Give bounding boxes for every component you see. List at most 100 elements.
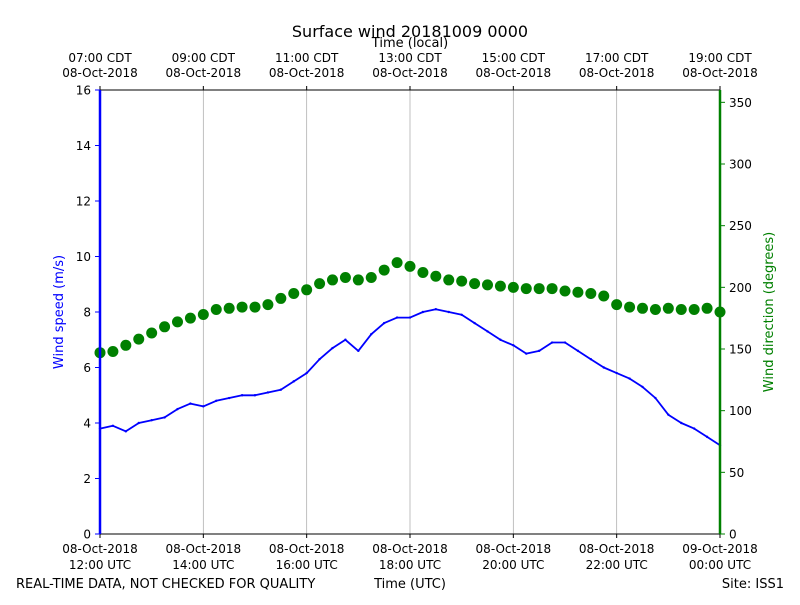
direction-point: [365, 271, 377, 283]
direction-point: [314, 278, 326, 290]
speed-point: [537, 349, 541, 353]
left-tick-label: 6: [83, 361, 91, 375]
speed-point: [421, 310, 425, 314]
x-tick-date: 08-Oct-2018: [476, 542, 552, 556]
direction-point: [585, 288, 597, 299]
direction-point: [469, 278, 481, 290]
x-axis-title: Time (UTC): [373, 577, 446, 592]
speed-point: [692, 427, 696, 430]
right-tick-label: 300: [729, 158, 752, 172]
speed-point: [641, 385, 644, 389]
top-tick-date: 08-Oct-2018: [579, 66, 655, 80]
left-tick-label: 10: [76, 250, 91, 264]
speed-point: [202, 405, 205, 408]
speed-point: [240, 394, 244, 397]
speed-point: [667, 413, 670, 416]
direction-point: [352, 274, 364, 286]
right-tick-label: 0: [729, 528, 737, 542]
direction-point: [572, 286, 584, 298]
speed-point: [589, 357, 593, 361]
x-tick-date: 08-Oct-2018: [269, 542, 345, 556]
direction-point: [172, 316, 183, 328]
speed-point: [563, 341, 567, 344]
right-tick-label: 250: [729, 219, 752, 233]
speed-point: [318, 357, 321, 361]
speed-point: [370, 333, 373, 336]
top-tick-date: 08-Oct-2018: [372, 66, 448, 80]
x-tick-date: 08-Oct-2018: [166, 542, 242, 556]
speed-point: [111, 424, 115, 427]
top-tick-time: 17:00 CDT: [585, 51, 649, 65]
top-tick-time: 13:00 CDT: [378, 51, 442, 65]
right-tick-label: 100: [729, 404, 752, 418]
speed-point: [602, 366, 605, 369]
speed-point: [382, 321, 386, 325]
speed-point: [215, 399, 218, 402]
left-tick-label: 2: [83, 472, 91, 486]
x-tick-date: 08-Oct-2018: [579, 542, 655, 556]
chart-title: Surface wind 20181009 0000: [292, 22, 528, 41]
speed-point: [680, 421, 683, 425]
speed-point: [305, 371, 308, 375]
top-tick-date: 08-Oct-2018: [269, 66, 345, 80]
direction-point: [133, 333, 145, 345]
direction-point: [456, 275, 468, 287]
speed-point: [499, 338, 502, 341]
direction-point: [507, 281, 519, 293]
speed-point: [525, 352, 528, 355]
x-tick-date: 08-Oct-2018: [372, 542, 448, 556]
direction-point: [611, 299, 623, 311]
top-tick-time: 15:00 CDT: [482, 51, 546, 65]
direction-point: [520, 283, 532, 295]
speed-point: [447, 310, 450, 314]
direction-point: [236, 301, 248, 313]
speed-point: [628, 377, 631, 380]
right-tick-label: 150: [729, 343, 752, 357]
speed-point: [124, 430, 128, 433]
left-tick-label: 14: [76, 139, 91, 153]
direction-point: [675, 304, 687, 316]
x-tick-time: 00:00 UTC: [689, 558, 751, 572]
tick-labels: 08-Oct-2018 12:00 UTC 08-Oct-2018 14:00 UTC…: [62, 51, 758, 572]
top-tick-date: 08-Oct-2018: [62, 66, 138, 80]
speed-point: [227, 396, 231, 400]
speed-point: [189, 402, 192, 405]
speed-point: [705, 435, 709, 439]
direction-point: [146, 327, 158, 339]
top-axis-title: Time (local): [371, 36, 448, 51]
speed-point: [292, 380, 295, 383]
quality-disclaimer: REAL-TIME DATA, NOT CHECKED FOR QUALITY: [16, 577, 315, 592]
speed-point: [331, 346, 334, 350]
left-tick-label: 12: [76, 195, 91, 209]
speed-point: [460, 313, 463, 316]
vertical-grid: [202, 90, 618, 534]
direction-point: [275, 292, 287, 304]
direction-point: [662, 302, 674, 314]
speed-point: [395, 316, 399, 319]
right-tick-label: 200: [729, 281, 752, 295]
direction-point: [417, 267, 429, 279]
top-tick-date: 08-Oct-2018: [166, 66, 242, 80]
direction-point: [159, 321, 171, 333]
direction-point: [533, 283, 545, 295]
speed-point: [408, 316, 412, 319]
direction-point: [249, 301, 261, 313]
speed-point: [357, 349, 360, 353]
speed-point: [434, 308, 438, 311]
wind-speed-series: [98, 308, 722, 447]
direction-point: [443, 274, 455, 286]
direction-point: [559, 285, 571, 297]
speed-point: [576, 349, 580, 353]
direction-point: [430, 270, 442, 282]
site-label: Site: ISS1: [722, 577, 784, 592]
direction-point: [288, 288, 300, 299]
left-tick-label: 16: [76, 84, 91, 98]
speed-point: [654, 396, 657, 400]
direction-point: [391, 257, 403, 269]
direction-point: [637, 302, 648, 314]
direction-point: [120, 339, 132, 351]
direction-point: [649, 304, 661, 316]
direction-point: [688, 304, 700, 316]
speed-point: [176, 407, 179, 411]
direction-point: [624, 301, 636, 313]
